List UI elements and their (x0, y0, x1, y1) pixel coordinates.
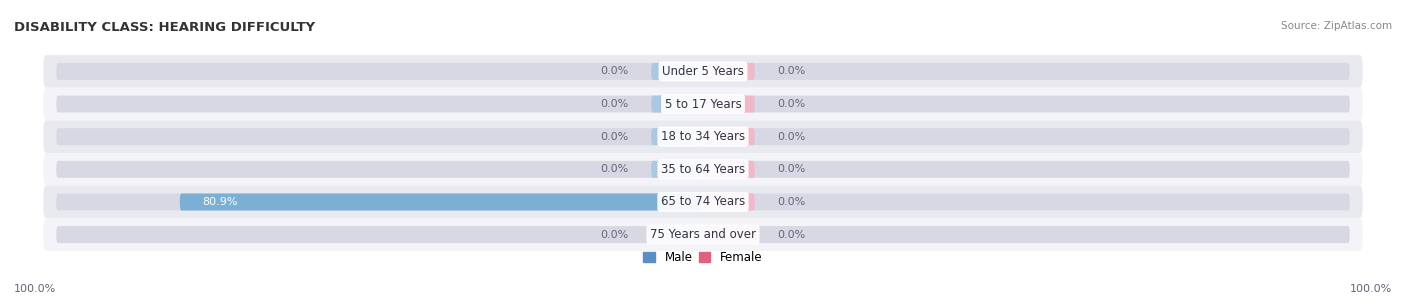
Text: Source: ZipAtlas.com: Source: ZipAtlas.com (1281, 21, 1392, 32)
Text: 0.0%: 0.0% (778, 132, 806, 142)
FancyBboxPatch shape (56, 193, 703, 211)
FancyBboxPatch shape (56, 95, 703, 113)
FancyBboxPatch shape (703, 63, 1350, 80)
FancyBboxPatch shape (703, 161, 1350, 178)
FancyBboxPatch shape (703, 63, 755, 80)
FancyBboxPatch shape (44, 218, 1362, 251)
FancyBboxPatch shape (180, 193, 703, 211)
Text: 0.0%: 0.0% (778, 230, 806, 240)
FancyBboxPatch shape (651, 128, 703, 145)
FancyBboxPatch shape (703, 193, 1350, 211)
FancyBboxPatch shape (651, 63, 703, 80)
FancyBboxPatch shape (44, 55, 1362, 88)
FancyBboxPatch shape (703, 128, 1350, 145)
Text: 0.0%: 0.0% (600, 66, 628, 76)
Text: 0.0%: 0.0% (600, 132, 628, 142)
FancyBboxPatch shape (56, 128, 703, 145)
Text: 80.9%: 80.9% (202, 197, 238, 207)
FancyBboxPatch shape (703, 95, 755, 113)
FancyBboxPatch shape (703, 128, 755, 145)
Text: 100.0%: 100.0% (14, 284, 56, 294)
Text: 0.0%: 0.0% (600, 164, 628, 174)
Text: 18 to 34 Years: 18 to 34 Years (661, 130, 745, 143)
FancyBboxPatch shape (44, 153, 1362, 186)
FancyBboxPatch shape (56, 63, 703, 80)
FancyBboxPatch shape (44, 186, 1362, 218)
Text: 0.0%: 0.0% (600, 230, 628, 240)
Text: 0.0%: 0.0% (778, 164, 806, 174)
Text: 0.0%: 0.0% (778, 66, 806, 76)
FancyBboxPatch shape (651, 95, 703, 113)
Text: DISABILITY CLASS: HEARING DIFFICULTY: DISABILITY CLASS: HEARING DIFFICULTY (14, 21, 315, 34)
FancyBboxPatch shape (703, 226, 755, 243)
FancyBboxPatch shape (56, 226, 703, 243)
Text: 0.0%: 0.0% (600, 99, 628, 109)
Text: 35 to 64 Years: 35 to 64 Years (661, 163, 745, 176)
FancyBboxPatch shape (703, 161, 755, 178)
FancyBboxPatch shape (44, 88, 1362, 120)
FancyBboxPatch shape (44, 120, 1362, 153)
Text: 75 Years and over: 75 Years and over (650, 228, 756, 241)
FancyBboxPatch shape (651, 161, 703, 178)
FancyBboxPatch shape (703, 226, 1350, 243)
Text: 0.0%: 0.0% (778, 197, 806, 207)
Text: 65 to 74 Years: 65 to 74 Years (661, 196, 745, 208)
FancyBboxPatch shape (651, 226, 703, 243)
Text: 100.0%: 100.0% (1350, 284, 1392, 294)
FancyBboxPatch shape (703, 193, 755, 211)
Legend: Male, Female: Male, Female (638, 246, 768, 269)
FancyBboxPatch shape (56, 161, 703, 178)
Text: 5 to 17 Years: 5 to 17 Years (665, 98, 741, 110)
Text: Under 5 Years: Under 5 Years (662, 65, 744, 78)
FancyBboxPatch shape (703, 95, 1350, 113)
Text: 0.0%: 0.0% (778, 99, 806, 109)
